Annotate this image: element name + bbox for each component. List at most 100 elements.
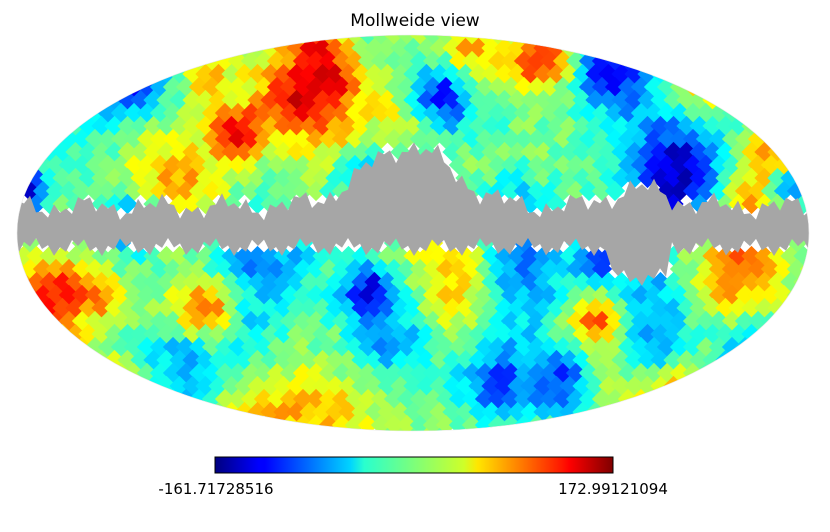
map-pixel xyxy=(201,128,223,150)
map-pixel xyxy=(136,180,158,202)
map-pixel xyxy=(195,193,216,215)
map-pixel xyxy=(214,102,236,124)
map-pixel xyxy=(195,323,216,345)
map-pixel xyxy=(370,128,392,150)
map-pixel xyxy=(286,167,307,189)
map-pixel xyxy=(208,63,229,85)
map-pixel xyxy=(182,323,203,345)
map-pixel xyxy=(201,102,223,124)
map-pixel xyxy=(214,180,236,202)
map-pixel xyxy=(156,115,177,137)
map-pixel xyxy=(617,128,639,150)
map-pixel xyxy=(123,336,145,358)
map-pixel xyxy=(175,76,197,98)
map-pixel xyxy=(188,310,210,332)
map-pixel xyxy=(123,258,145,280)
map-pixel xyxy=(208,297,229,319)
map-pixel xyxy=(390,141,411,163)
map-pixel xyxy=(84,180,106,202)
map-pixel xyxy=(227,258,249,280)
map-pixel xyxy=(188,258,210,280)
map-pixel xyxy=(702,115,723,137)
map-pixel xyxy=(325,115,346,137)
map-pixel xyxy=(715,167,736,189)
map-pixel xyxy=(110,232,132,254)
map-pixel xyxy=(253,154,275,176)
map-pixel xyxy=(754,193,775,215)
map-pixel xyxy=(26,193,47,215)
map-pixel xyxy=(468,167,489,189)
map-pixel xyxy=(182,375,203,397)
map-pixel xyxy=(520,141,541,163)
map-pixel xyxy=(656,128,678,150)
map-pixel xyxy=(474,154,496,176)
map-pixel xyxy=(767,167,788,189)
map-pixel xyxy=(552,180,574,202)
map-pixel xyxy=(156,349,177,371)
map-pixel xyxy=(221,193,242,215)
map-pixel xyxy=(305,180,327,202)
map-pixel xyxy=(325,141,346,163)
colorbar xyxy=(214,456,614,474)
map-pixel xyxy=(227,76,249,98)
map-pixel xyxy=(65,193,86,215)
map-pixel xyxy=(201,336,223,358)
map-pixel xyxy=(227,388,249,410)
map-pixel xyxy=(546,115,567,137)
map-pixel xyxy=(663,193,684,215)
map-pixel xyxy=(195,271,216,293)
map-pixel xyxy=(383,128,405,150)
map-pixel xyxy=(695,180,717,202)
map-pixel xyxy=(208,167,229,189)
map-pixel xyxy=(162,180,184,202)
map-pixel xyxy=(214,362,236,384)
map-pixel xyxy=(117,115,138,137)
map-pixel xyxy=(455,141,476,163)
map-pixel xyxy=(351,141,372,163)
map-pixel xyxy=(702,141,723,163)
map-pixel xyxy=(676,115,697,137)
map-pixel xyxy=(455,167,476,189)
map-pixel xyxy=(474,128,496,150)
map-pixel xyxy=(481,115,502,137)
map-pixel xyxy=(422,232,444,254)
map-pixel xyxy=(279,154,301,176)
map-pixel xyxy=(234,271,255,293)
map-pixel xyxy=(240,180,262,202)
map-pixel xyxy=(162,310,184,332)
map-pixel xyxy=(201,180,223,202)
map-pixel xyxy=(169,141,190,163)
map-pixel xyxy=(123,362,145,384)
map-pixel xyxy=(195,167,216,189)
map-pixel xyxy=(136,154,158,176)
map-pixel xyxy=(715,141,736,163)
map-pixel xyxy=(780,141,801,163)
map-pixel xyxy=(747,154,769,176)
map-pixel xyxy=(741,167,762,189)
map-pixel xyxy=(143,115,164,137)
map-pixel xyxy=(695,128,717,150)
map-pixel xyxy=(214,284,236,306)
map-pixel xyxy=(247,193,268,215)
map-pixel xyxy=(201,76,223,98)
map-pixel xyxy=(195,297,216,319)
map-pixel xyxy=(630,128,652,150)
map-pixel xyxy=(201,362,223,384)
map-pixel xyxy=(149,336,171,358)
map-pixel xyxy=(195,141,216,163)
map-pixel xyxy=(97,180,119,202)
map-pixel xyxy=(123,154,145,176)
map-pixel xyxy=(234,349,255,371)
map-pixel xyxy=(130,349,151,371)
map-pixel xyxy=(598,167,619,189)
map-pixel xyxy=(123,128,145,150)
map-pixel xyxy=(156,297,177,319)
map-pixel xyxy=(559,141,580,163)
map-pixel xyxy=(104,193,125,215)
map-pixel xyxy=(338,115,359,137)
map-pixel xyxy=(123,102,145,124)
map-pixel xyxy=(17,180,28,202)
map-pixel xyxy=(643,128,665,150)
map-pixel xyxy=(169,193,190,215)
map-pixel xyxy=(195,245,216,267)
